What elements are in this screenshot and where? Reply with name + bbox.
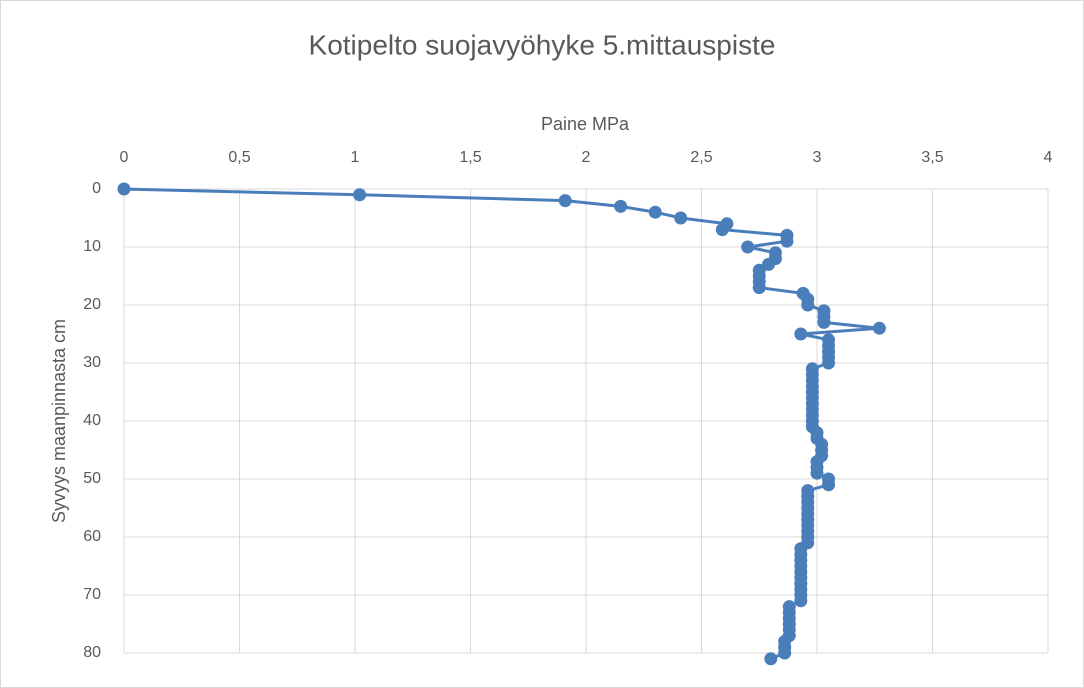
data-point	[794, 594, 808, 608]
data-point	[778, 646, 792, 660]
y-tick-label: 30	[83, 354, 101, 371]
y-tick-label: 10	[83, 238, 101, 255]
data-point	[794, 327, 808, 341]
data-point	[353, 188, 367, 202]
data-point	[822, 478, 836, 492]
data-point	[780, 234, 794, 248]
data-point	[752, 281, 766, 295]
data-point	[764, 652, 778, 666]
y-tick-label: 0	[92, 180, 101, 197]
data-point	[761, 257, 775, 271]
chart-title: Kotipelto suojavyöhyke 5.mittauspiste	[309, 29, 776, 60]
y-tick-label: 40	[83, 412, 101, 429]
y-tick-label: 80	[83, 644, 101, 661]
x-tick-label: 1	[351, 149, 360, 166]
data-point	[648, 205, 662, 219]
data-point	[801, 298, 815, 312]
data-point	[558, 194, 572, 208]
y-tick-label: 50	[83, 470, 101, 487]
x-tick-label: 4	[1044, 149, 1053, 166]
y-tick-label: 60	[83, 528, 101, 545]
data-point	[810, 466, 824, 480]
data-point	[674, 211, 688, 225]
x-axis-title: Paine MPa	[541, 114, 630, 134]
x-tick-label: 3,5	[921, 149, 943, 166]
x-tick-label: 0,5	[228, 149, 250, 166]
data-point	[614, 199, 628, 213]
data-point	[741, 240, 755, 254]
data-point	[817, 315, 831, 329]
x-tick-label: 3	[813, 149, 822, 166]
y-tick-label: 70	[83, 586, 101, 603]
data-point	[715, 223, 729, 237]
y-tick-label: 20	[83, 296, 101, 313]
x-tick-label: 0	[120, 149, 129, 166]
data-point	[822, 356, 836, 370]
y-axis-title: Syvyys maanpinnasta cm	[49, 319, 69, 523]
data-point	[872, 321, 886, 335]
x-tick-label: 2,5	[690, 149, 712, 166]
data-point	[117, 182, 131, 196]
x-tick-label: 2	[582, 149, 591, 166]
x-tick-label: 1,5	[459, 149, 481, 166]
